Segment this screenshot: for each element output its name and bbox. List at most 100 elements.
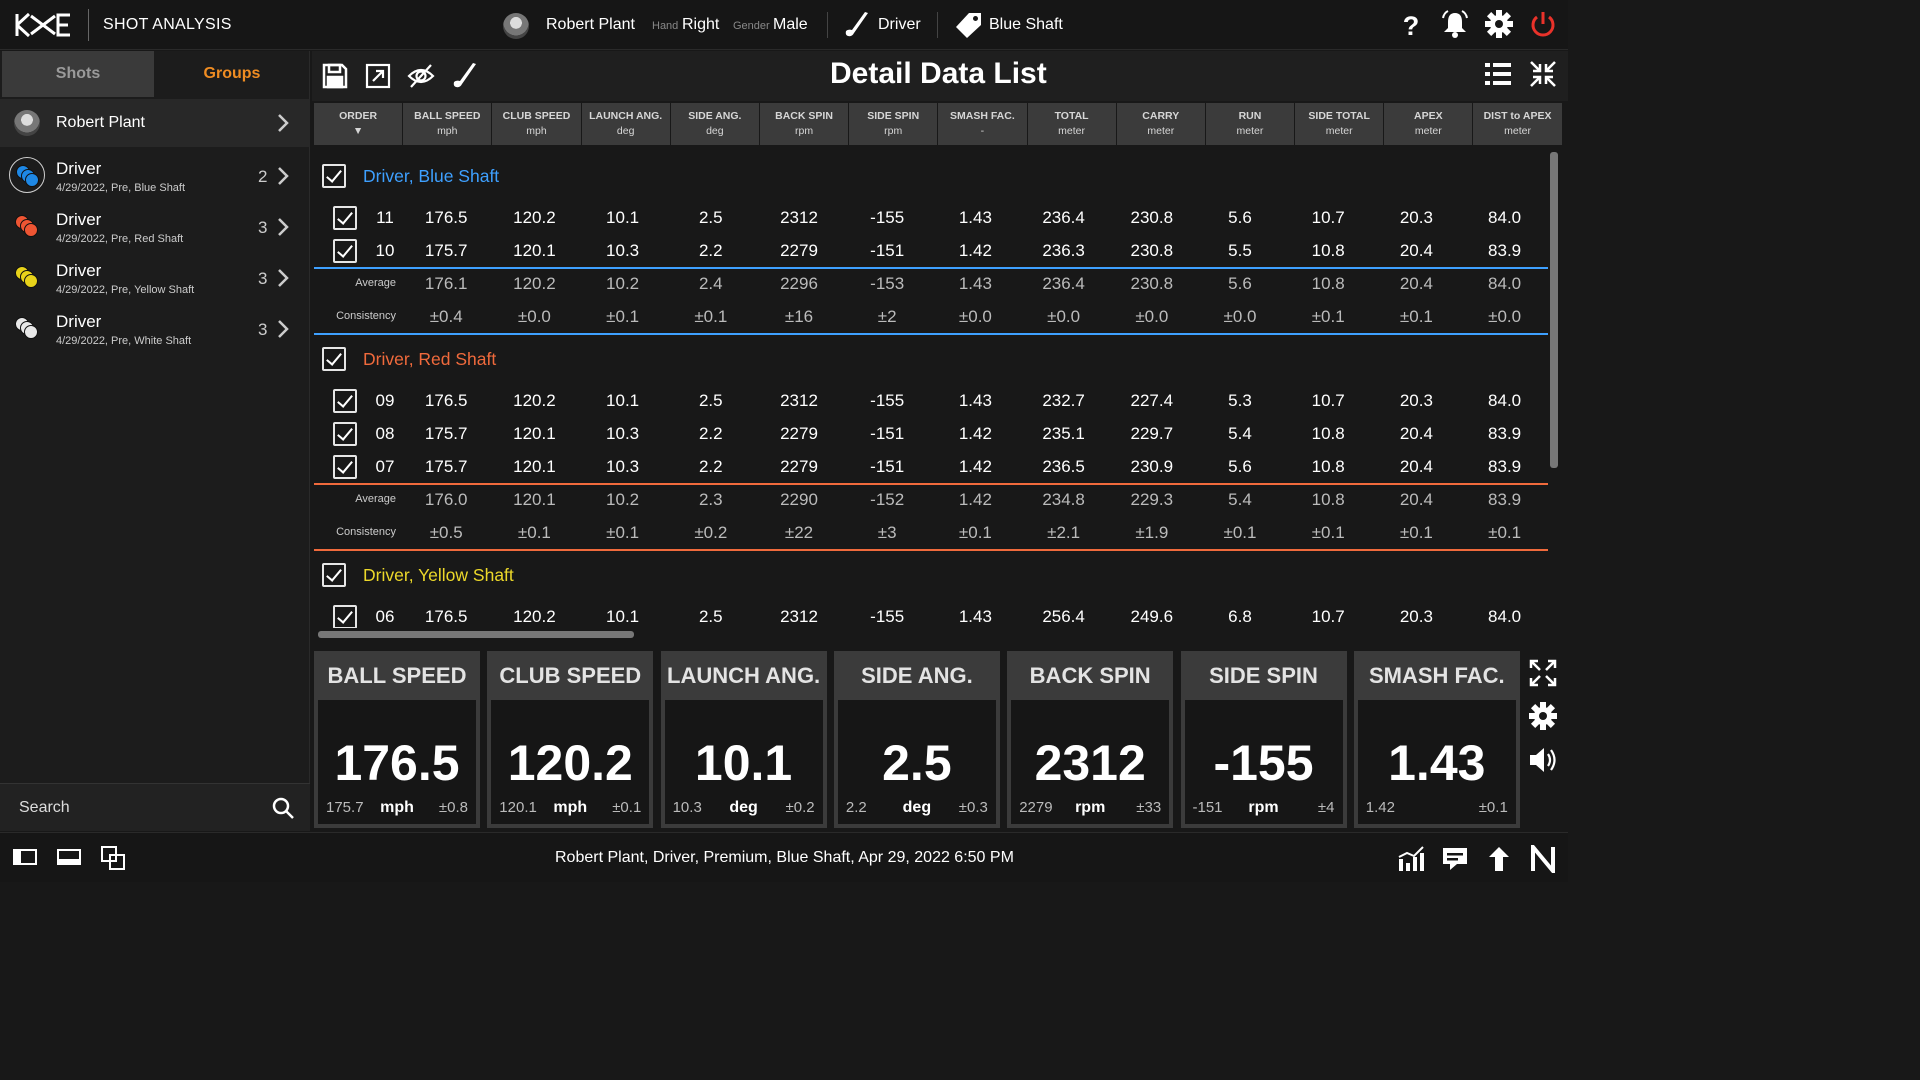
consistency-label: Consistency bbox=[336, 526, 396, 538]
table-row[interactable]: 06 176.5 120.2 10.1 2.5 2312 -155 1.43 256.4 249.… bbox=[314, 601, 1548, 628]
column-header[interactable]: SMASH FAC. - bbox=[938, 103, 1027, 145]
upload-icon[interactable] bbox=[1485, 845, 1513, 873]
search-bar[interactable]: Search bbox=[0, 783, 310, 831]
metric-unit: mph bbox=[380, 799, 414, 816]
n-logo-icon[interactable] bbox=[1529, 845, 1557, 873]
group-list-item[interactable]: Driver 4/29/2022, Pre, Blue Shaft 2 bbox=[0, 151, 310, 201]
column-unit: deg bbox=[616, 125, 635, 137]
consistency-row: Consistency ±0.4 ±0.0 ±0.1 ±0.1 ±16 ±2 ±0.0 ±0.0… bbox=[314, 301, 1548, 334]
row-checkbox[interactable] bbox=[333, 239, 357, 263]
metric-card[interactable]: BACK SPIN 2312 2279 rpm ±33 bbox=[1007, 651, 1174, 828]
search-icon[interactable] bbox=[272, 797, 294, 819]
table-cell: 236.4 bbox=[1042, 208, 1085, 227]
tab-shots[interactable]: Shots bbox=[2, 51, 154, 97]
table-cell: 07 bbox=[375, 457, 395, 476]
row-checkbox[interactable] bbox=[333, 455, 357, 479]
metric-value: 2.5 bbox=[882, 735, 952, 791]
gear-icon[interactable] bbox=[1485, 10, 1513, 38]
layout-sidebar-icon[interactable] bbox=[12, 845, 38, 869]
club-name[interactable]: Driver bbox=[878, 16, 921, 33]
consistency-cell: ±0.0 bbox=[1047, 307, 1081, 326]
column-header[interactable]: APEX meter bbox=[1384, 103, 1473, 145]
player-row[interactable]: Robert Plant bbox=[0, 99, 310, 147]
list-view-icon[interactable] bbox=[1484, 60, 1512, 88]
column-header[interactable]: LAUNCH ANG. deg bbox=[581, 103, 670, 145]
row-checkbox[interactable] bbox=[333, 389, 357, 413]
column-header[interactable]: ORDER ▼ bbox=[314, 103, 403, 145]
save-icon[interactable] bbox=[315, 57, 355, 95]
page-title: Detail Data List bbox=[830, 57, 1047, 90]
layout-window-icon[interactable] bbox=[100, 845, 128, 873]
metric-card[interactable]: SMASH FAC. 1.43 1.42 ±0.1 bbox=[1353, 651, 1520, 828]
column-header[interactable]: CARRY meter bbox=[1116, 103, 1205, 145]
hide-icon[interactable] bbox=[401, 57, 441, 95]
row-checkbox[interactable] bbox=[333, 422, 357, 446]
gender-label: Gender bbox=[733, 20, 770, 32]
expand-icon[interactable] bbox=[1529, 659, 1557, 687]
power-icon[interactable] bbox=[1529, 10, 1557, 40]
table-cell: 229.7 bbox=[1130, 424, 1174, 443]
metric-card[interactable]: SIDE ANG. 2.5 2.2 deg ±0.3 bbox=[833, 651, 1000, 828]
consistency-row: Consistency ±0.5 ±0.1 ±0.1 ±0.2 ±22 ±3 ±0.1 ±2.1… bbox=[314, 517, 1548, 550]
group-list-item[interactable]: Driver 4/29/2022, Pre, Red Shaft 3 bbox=[0, 202, 310, 252]
table-row[interactable]: 07 175.7 120.1 10.3 2.2 2279 -151 1.42 236.5 230.… bbox=[314, 451, 1548, 484]
chart-icon[interactable] bbox=[1397, 845, 1425, 873]
table-cell: 10.7 bbox=[1311, 607, 1345, 626]
average-cell: 84.0 bbox=[1488, 274, 1522, 293]
column-header[interactable]: BALL SPEED mph bbox=[403, 103, 492, 145]
metric-previous: -151 bbox=[1192, 799, 1223, 816]
metric-card[interactable]: LAUNCH ANG. 10.1 10.3 deg ±0.2 bbox=[660, 651, 827, 828]
table-cell: 2.5 bbox=[698, 607, 723, 626]
player-name[interactable]: Robert Plant bbox=[546, 16, 635, 33]
group-list-item[interactable]: Driver 4/29/2022, Pre, Yellow Shaft 3 bbox=[0, 253, 310, 303]
vertical-scrollbar[interactable] bbox=[1550, 152, 1558, 468]
layout-bottom-icon[interactable] bbox=[56, 845, 82, 869]
bell-icon[interactable] bbox=[1440, 10, 1470, 40]
group-checkbox[interactable] bbox=[322, 563, 346, 587]
metric-card[interactable]: CLUB SPEED 120.2 120.1 mph ±0.1 bbox=[487, 651, 654, 828]
table-row[interactable]: 08 175.7 120.1 10.3 2.2 2279 -151 1.42 235.1 229.… bbox=[314, 418, 1548, 451]
column-header[interactable]: BACK SPIN rpm bbox=[759, 103, 849, 145]
horizontal-scrollbar[interactable] bbox=[318, 631, 634, 638]
column-name: DIST to APEX bbox=[1483, 110, 1552, 122]
group-list-item[interactable]: Driver 4/29/2022, Pre, White Shaft 3 bbox=[0, 304, 310, 354]
column-unit: - bbox=[980, 125, 985, 137]
metric-card[interactable]: BALL SPEED 176.5 175.7 mph ±0.8 bbox=[314, 651, 480, 828]
column-header[interactable]: DIST to APEX meter bbox=[1473, 103, 1562, 145]
search-input[interactable]: Search bbox=[19, 799, 70, 816]
help-icon[interactable]: ? bbox=[1398, 10, 1424, 40]
group-checkbox[interactable] bbox=[322, 164, 346, 188]
group-subtitle: 4/29/2022, Pre, Red Shaft bbox=[56, 233, 184, 245]
table-cell: 2312 bbox=[780, 391, 818, 410]
club-filter-icon[interactable] bbox=[446, 57, 486, 95]
column-header[interactable]: SIDE SPIN rpm bbox=[849, 103, 938, 145]
column-unit: meter bbox=[1058, 125, 1086, 137]
table-cell: 230.9 bbox=[1130, 457, 1174, 476]
row-checkbox[interactable] bbox=[333, 605, 357, 628]
speaker-icon[interactable] bbox=[1528, 745, 1558, 775]
row-checkbox[interactable] bbox=[333, 206, 357, 230]
gear-icon[interactable] bbox=[1529, 702, 1557, 730]
column-header[interactable]: RUN meter bbox=[1205, 103, 1295, 145]
group-checkbox[interactable] bbox=[322, 347, 346, 371]
average-cell: 20.4 bbox=[1399, 274, 1433, 293]
column-header[interactable]: CLUB SPEED mph bbox=[492, 103, 581, 145]
table-body: Driver, Blue Shaft 11 176.5 120.2 10.1 2.5 231… bbox=[314, 148, 1548, 628]
tab-groups[interactable]: Groups bbox=[156, 51, 308, 97]
table-row[interactable]: 10 175.7 120.1 10.3 2.2 2279 -151 1.42 236.3 230.… bbox=[314, 235, 1548, 268]
status-bar: Robert Plant, Driver, Premium, Blue Shaf… bbox=[0, 832, 1568, 882]
table-row[interactable]: 09 176.5 120.2 10.1 2.5 2312 -155 1.43 232.7 227.… bbox=[314, 385, 1548, 418]
message-icon[interactable] bbox=[1441, 845, 1469, 873]
column-unit: meter bbox=[1504, 125, 1531, 137]
table-row[interactable]: 11 176.5 120.2 10.1 2.5 2312 -155 1.43 236.4 230.… bbox=[314, 202, 1548, 235]
column-header[interactable]: SIDE ANG. deg bbox=[670, 103, 759, 145]
shaft-name[interactable]: Blue Shaft bbox=[989, 16, 1063, 33]
column-header[interactable]: SIDE TOTAL meter bbox=[1295, 103, 1384, 145]
group-divider bbox=[314, 267, 1548, 269]
player-row-name: Robert Plant bbox=[56, 114, 145, 131]
metric-consistency: ±4 bbox=[1317, 799, 1335, 816]
collapse-icon[interactable] bbox=[1529, 60, 1557, 88]
export-icon[interactable] bbox=[358, 57, 398, 95]
column-header[interactable]: TOTAL meter bbox=[1027, 103, 1116, 145]
metric-card[interactable]: SIDE SPIN -155 -151 rpm ±4 bbox=[1180, 651, 1347, 828]
